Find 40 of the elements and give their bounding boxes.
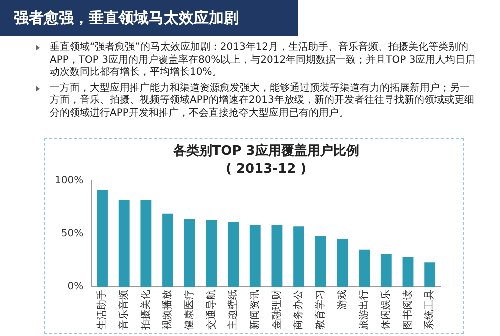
x-tick-label: 旅游出行 [358,290,370,330]
bar [140,200,152,287]
bar [184,219,196,287]
x-tick-label: 主题壁纸 [227,290,240,330]
bar [97,190,108,287]
bar [402,257,414,287]
x-tick-label: 交通导航 [205,290,218,330]
bar [424,262,436,287]
bar [337,239,348,287]
bar [294,226,305,287]
x-tick-label: 系统工具 [424,290,436,330]
bar [272,226,283,287]
x-tick-label: 视频播放 [162,290,174,330]
text: 一方面，大型应用推广能力和渠道资源愈发强大，能够通过预装等渠道有力的拓展新用户；另一方面，音乐、拍摄、视频等领域APP的增速在2013年放缓，新的开发者往往寻找新的领域或更细分的领域进行APP开发和推广，不会直接抢夺大型应用已有的用户。 [50,82,476,120]
x-tick-label: 游戏 [336,290,348,310]
chart-subtitle: ( 2013-12 ) [226,162,307,177]
y-tick-label: 100% [54,176,84,187]
x-tick-label: 金融理财 [270,290,283,330]
x-tick-label: 新闻资讯 [248,290,261,330]
text: 强者愈强，垂直领域马太效应加剧 [0,0,298,36]
bar [162,214,174,287]
bar [118,200,130,287]
x-tick-label: 商务办公 [292,290,305,330]
bar [315,236,326,287]
bar [359,250,370,287]
chart-title: 各类别TOP 3应用覆盖用户比例 [172,143,360,159]
x-tick-label: 休闲娱乐 [380,290,392,330]
x-tick-label: 图书阅读 [402,290,414,330]
x-tick-label: 健康医疗 [183,290,196,330]
y-tick-label: 50% [61,228,84,240]
y-tick-label: 0% [68,282,84,293]
x-tick-label: 音乐音频 [118,290,130,330]
text: 垂直领域“强者愈强”的马太效应加剧：2013年12月，生活助手、音乐音频、拍摄美化等类别的APP，TOP 3应用的用户覆盖率在80%以上，与2012年同期数据一致；并且TOP 3应用人均日启动次数同比都有增长，平均增长10%。 [50,42,476,80]
x-tick-label: 生活助手 [96,290,108,330]
bar [206,220,218,287]
x-tick-label: 教育学习 [314,290,326,330]
bar [228,222,239,287]
x-tick-label: 拍摄美化 [140,290,152,331]
bar [380,254,392,287]
bar [250,226,261,287]
